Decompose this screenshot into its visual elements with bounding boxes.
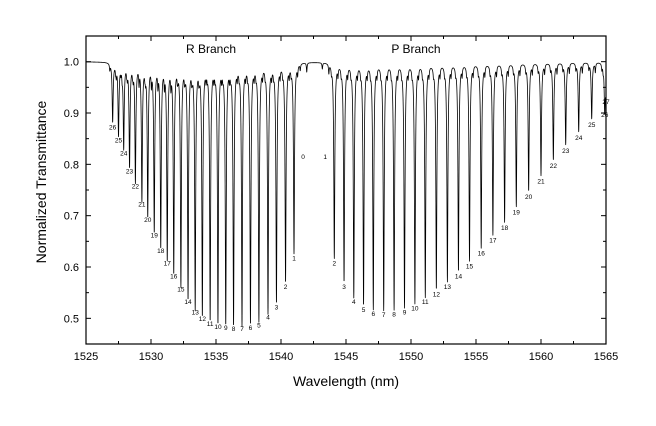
- r-branch-line-label: 26: [109, 125, 117, 132]
- r-branch-label: R Branch: [186, 42, 236, 56]
- y-tick-label: 0.6: [64, 262, 79, 274]
- r-branch-line-label: 2: [284, 284, 288, 291]
- p-branch-line-label: 22: [550, 163, 558, 170]
- r-branch-line-label: 25: [115, 138, 123, 145]
- p-branch-line-label: 15: [466, 263, 474, 270]
- p-branch-line-label: 20: [525, 194, 533, 201]
- x-tick-label: 1540: [269, 351, 293, 363]
- x-tick-label: 1545: [334, 351, 358, 363]
- p-branch-line-label: 11: [422, 299, 429, 306]
- line-label-layer: 0123456789101112131415161718192021222324…: [109, 99, 610, 333]
- x-tick-label: 1560: [529, 351, 553, 363]
- p-branch-line-label: 18: [501, 225, 509, 232]
- p-branch-line-label: 7: [382, 312, 386, 319]
- p-branch-line-label: 14: [455, 274, 463, 281]
- y-tick-label: 1.0: [64, 57, 79, 69]
- r-branch-line-label: 18: [157, 248, 165, 255]
- p-branch-line-label: 19: [513, 209, 521, 216]
- p-branch-line-label: 3: [342, 284, 346, 291]
- p-branch-line-label: 26: [601, 112, 609, 119]
- y-tick-label: 0.8: [64, 159, 79, 171]
- p-branch-line-label: 9: [403, 310, 407, 317]
- r-branch-line-label: 0: [301, 154, 305, 161]
- r-branch-line-label: 4: [266, 315, 270, 322]
- x-tick-label: 1525: [74, 351, 98, 363]
- y-axis-title: Normalized Transmittance: [33, 100, 49, 263]
- x-tick-label: 1565: [594, 351, 618, 363]
- plot-layer: [85, 61, 607, 327]
- r-branch-line-label: 8: [232, 326, 236, 333]
- r-branch-line-label: 13: [192, 310, 200, 317]
- p-branch-line-label: 12: [433, 292, 441, 299]
- p-branch-line-label: 21: [537, 179, 545, 186]
- r-branch-line-label: 21: [138, 202, 146, 209]
- r-branch-line-label: 12: [199, 316, 207, 323]
- p-branch-line-label: 1: [323, 154, 327, 161]
- x-tick-label: 1530: [139, 351, 163, 363]
- r-branch-line-label: 15: [177, 286, 185, 293]
- r-branch-line-label: 7: [240, 326, 244, 333]
- spectrum-trace: [85, 61, 607, 327]
- r-branch-line-label: 16: [170, 274, 178, 281]
- r-branch-line-label: 6: [249, 325, 253, 332]
- r-branch-line-label: 10: [214, 324, 222, 331]
- plot-frame: [85, 35, 607, 345]
- p-branch-line-label: 8: [392, 312, 396, 319]
- r-branch-line-label: 5: [257, 322, 261, 329]
- p-branch-line-label: 2: [332, 261, 336, 268]
- r-branch-line-label: 9: [224, 325, 228, 332]
- r-branch-line-label: 14: [184, 299, 192, 306]
- y-tick-label: 0.5: [64, 313, 79, 325]
- r-branch-line-label: 3: [275, 304, 279, 311]
- r-branch-line-label: 20: [144, 217, 152, 224]
- p-branch-line-label: 25: [588, 122, 596, 129]
- y-tick-label: 0.7: [64, 211, 79, 223]
- r-branch-line-label: 11: [207, 321, 214, 328]
- p-branch-line-label: 6: [371, 311, 375, 318]
- r-branch-line-label: 17: [164, 261, 172, 268]
- r-branch-line-label: 19: [151, 233, 159, 240]
- p-branch-line-label: 17: [489, 238, 497, 245]
- x-tick-label: 1555: [464, 351, 488, 363]
- p-branch-line-label: 16: [478, 250, 486, 257]
- p-branch-line-label: 4: [352, 299, 356, 306]
- r-branch-line-label: 23: [126, 168, 134, 175]
- p-branch-line-label: 23: [562, 148, 570, 155]
- r-branch-line-label: 24: [120, 150, 128, 157]
- r-branch-line-label: 1: [292, 256, 296, 263]
- x-tick-label: 1535: [204, 351, 228, 363]
- p-branch-line-label: 5: [362, 307, 366, 314]
- p-branch-line-label: 13: [444, 284, 452, 291]
- p-branch-line-label: 24: [575, 135, 583, 142]
- p-branch-label: P Branch: [391, 42, 440, 56]
- p-branch-line-label: 10: [411, 305, 419, 312]
- y-tick-label: 0.9: [64, 108, 79, 120]
- x-axis-title: Wavelength (nm): [293, 373, 399, 389]
- tick-layer: 1525 1530 1535 1540 1545 1550 1555 1560 15650.50…: [64, 36, 618, 363]
- r-branch-line-label: 22: [132, 184, 140, 191]
- x-tick-label: 1550: [399, 351, 423, 363]
